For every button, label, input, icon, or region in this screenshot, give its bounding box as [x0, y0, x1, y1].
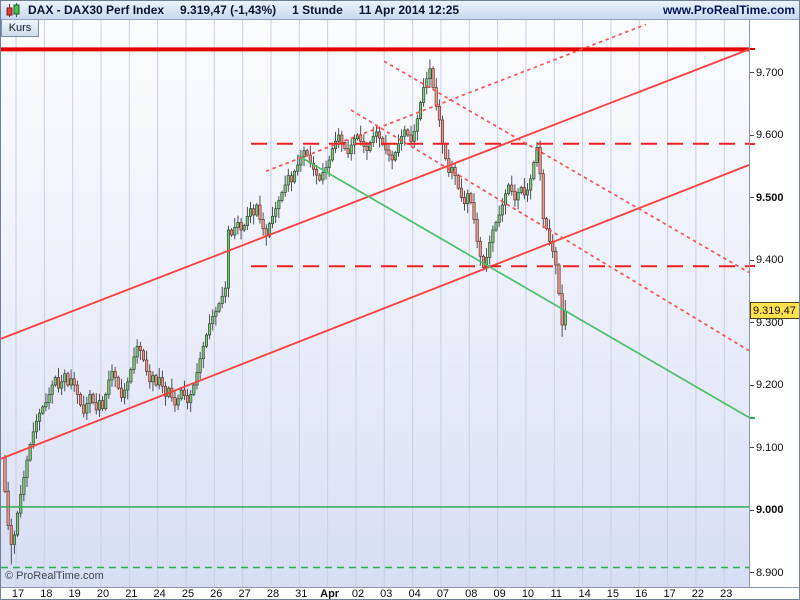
date-tick: 17	[663, 588, 676, 600]
chart-watermark: © ProRealTime.com	[5, 570, 104, 582]
lower-channel-line[interactable]	[1, 164, 749, 460]
date-tick: 28	[266, 588, 280, 600]
date-tick: 24	[153, 588, 166, 600]
date-tick: 08	[465, 588, 478, 600]
instrument-title: DAX - DAX30 Perf Index	[28, 3, 165, 17]
date-tick: 20	[96, 588, 110, 600]
tick-mark	[750, 509, 754, 511]
date-tick: 21	[125, 588, 138, 600]
date-tick: 02	[351, 588, 365, 600]
price-chart[interactable]	[1, 20, 749, 587]
price-tick: 9.700	[750, 66, 784, 80]
date-tick: 23	[720, 588, 733, 600]
date-tick: 03	[380, 588, 393, 600]
date-tick: 14	[578, 588, 591, 600]
price-tick: 9.600	[750, 128, 784, 142]
axis-line-mark	[750, 416, 755, 419]
price-tick: 9.200	[750, 378, 784, 392]
green-down-trendline[interactable]	[296, 154, 749, 419]
date-tick: 25	[181, 588, 195, 600]
dotted-falling-line-b[interactable]	[350, 109, 749, 352]
last-price-tag: 9.319,47	[750, 302, 799, 319]
candlestick-series	[3, 59, 567, 565]
axis-line-mark	[750, 265, 755, 268]
date-tick: 11	[550, 588, 562, 600]
tick-mark	[750, 134, 754, 136]
tab-kurs[interactable]: Kurs	[1, 20, 39, 37]
price-tick: 9.400	[750, 253, 784, 267]
last-price-tag-value: 9.319,47	[753, 304, 796, 317]
dotted-falling-line-a[interactable]	[383, 60, 749, 274]
date-tick: 15	[606, 588, 620, 600]
chart-background	[1, 20, 749, 587]
axis-line-mark	[750, 142, 755, 145]
price-tick: 9.500	[750, 191, 784, 205]
candles-icon	[6, 2, 20, 17]
title-bar: DAX - DAX30 Perf Index 9.319,47 (-1,43%)…	[1, 1, 799, 20]
axis-line-mark	[750, 48, 755, 51]
price-tick: 9.000	[750, 503, 784, 517]
date-tick: 31	[295, 588, 308, 600]
date-tick: 04	[408, 588, 421, 600]
date-tick: 18	[40, 588, 53, 600]
tick-mark	[750, 322, 754, 323]
date-tick: 17	[11, 588, 25, 600]
date-tick: 19	[68, 588, 81, 600]
gridlines	[15, 20, 725, 587]
date-tick: 26	[210, 588, 223, 600]
price-tick: 9.300	[750, 316, 784, 330]
date-tick: 16	[635, 588, 648, 600]
tick-mark	[750, 72, 754, 73]
date-tick: 10	[521, 588, 535, 600]
tick-mark	[750, 572, 754, 573]
date-tick: Apr	[320, 588, 340, 600]
date-tick: 07	[436, 588, 450, 600]
tick-mark	[750, 384, 754, 386]
price-tick: 9.100	[750, 441, 784, 455]
price-tick: 8.900	[750, 566, 784, 580]
website-label: www.ProRealTime.com	[662, 3, 795, 17]
date-tick: 22	[691, 588, 705, 600]
timeframe-label: 1 Stunde	[292, 3, 343, 17]
date-axis[interactable]: 17 18 19 20 21 24 25 26 27 28 31 Apr 02 03 04 07 08 09 10 1…	[1, 587, 799, 600]
tab-kurs-label: Kurs	[8, 22, 32, 34]
datetime-label: 11 Apr 2014 12:25	[358, 3, 460, 17]
date-tick: 09	[493, 588, 506, 600]
date-tick: 27	[238, 588, 251, 600]
tick-mark	[750, 447, 754, 448]
drawn-trendlines	[1, 23, 749, 569]
last-price-change: 9.319,47 (-1,43%)	[180, 3, 277, 17]
dotted-rising-line[interactable]	[265, 23, 647, 173]
tick-mark	[750, 197, 754, 198]
tick-mark	[750, 259, 754, 261]
upper-channel-line[interactable]	[1, 48, 749, 340]
